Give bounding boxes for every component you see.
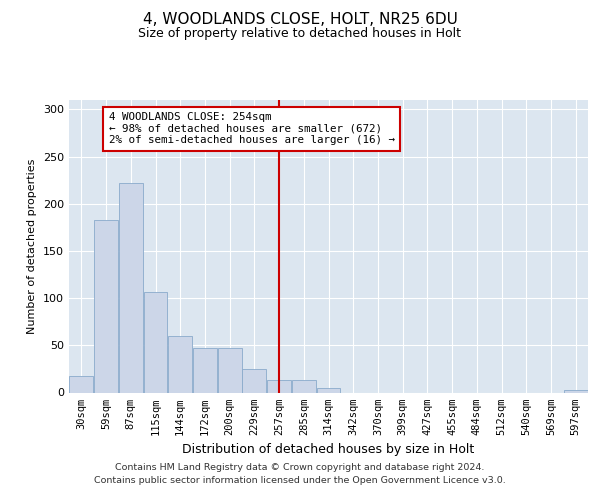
Bar: [70, 376, 94, 392]
Bar: [242, 369, 266, 392]
Text: Size of property relative to detached houses in Holt: Size of property relative to detached ho…: [139, 28, 461, 40]
Text: Contains public sector information licensed under the Open Government Licence v3: Contains public sector information licen…: [94, 476, 506, 485]
Bar: [563, 390, 587, 392]
Bar: [94, 220, 118, 392]
Bar: [119, 183, 143, 392]
Bar: [168, 336, 192, 392]
Text: 4, WOODLANDS CLOSE, HOLT, NR25 6DU: 4, WOODLANDS CLOSE, HOLT, NR25 6DU: [143, 12, 457, 28]
Text: 4 WOODLANDS CLOSE: 254sqm
← 98% of detached houses are smaller (672)
2% of semi-: 4 WOODLANDS CLOSE: 254sqm ← 98% of detac…: [109, 112, 395, 146]
Bar: [143, 292, 167, 392]
Bar: [193, 348, 217, 393]
Bar: [267, 380, 291, 392]
Bar: [292, 380, 316, 392]
Bar: [218, 348, 242, 393]
Bar: [317, 388, 340, 392]
Text: Contains HM Land Registry data © Crown copyright and database right 2024.: Contains HM Land Registry data © Crown c…: [115, 462, 485, 471]
X-axis label: Distribution of detached houses by size in Holt: Distribution of detached houses by size …: [182, 443, 475, 456]
Y-axis label: Number of detached properties: Number of detached properties: [28, 158, 37, 334]
